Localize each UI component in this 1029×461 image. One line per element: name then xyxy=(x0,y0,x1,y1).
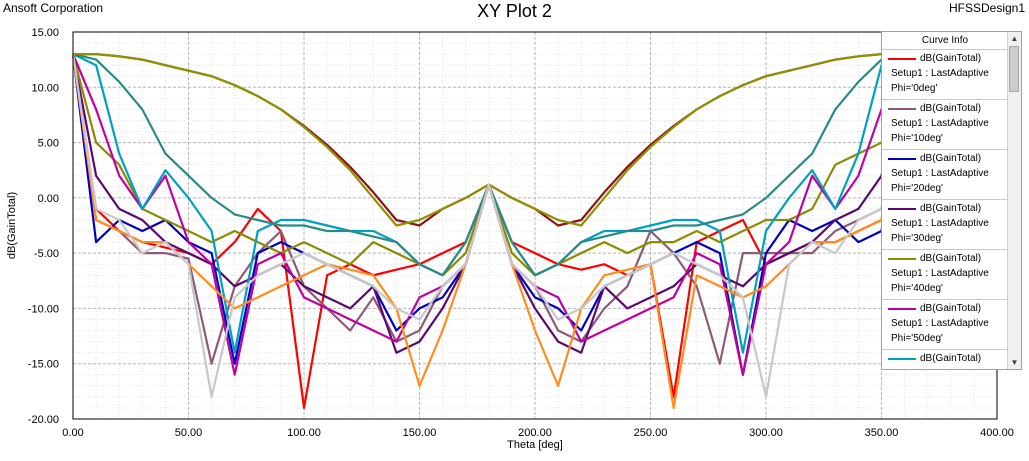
legend-swatch xyxy=(888,208,916,210)
design-label: HFSSDesign1 xyxy=(948,1,1025,15)
x-tick-label: 400.00 xyxy=(980,427,1014,439)
y-tick-label: -10.00 xyxy=(28,303,59,315)
legend-entry[interactable]: dB(GainTotal) Setup1 : LastAdaptive Phi='4… xyxy=(882,250,1008,300)
y-tick-label: 5.00 xyxy=(38,138,59,150)
series-line[interactable] xyxy=(71,53,906,398)
legend-text-l3: Phi='30deg' xyxy=(891,233,943,244)
series-line[interactable] xyxy=(73,52,905,227)
legend-text-l2: Setup1 : LastAdaptive xyxy=(891,168,989,179)
legend-text-l1: dB(GainTotal) xyxy=(920,53,982,64)
x-tick-label: 300.00 xyxy=(749,427,783,439)
legend-text-l1: dB(GainTotal) xyxy=(920,303,982,314)
x-tick-label: 150.00 xyxy=(403,427,437,439)
scroll-down-arrow-icon[interactable]: ▼ xyxy=(1010,358,1019,367)
legend-text-l1: dB(GainTotal) xyxy=(920,253,982,264)
legend-swatch xyxy=(888,158,916,160)
legend-text-l2: Setup1 : LastAdaptive xyxy=(891,268,989,279)
legend-entry[interactable]: dB(GainTotal) Setup1 : LastAdaptive Phi='5… xyxy=(882,300,1008,350)
scroll-up-arrow-icon[interactable]: ▲ xyxy=(1010,34,1019,43)
chart-title: XY Plot 2 xyxy=(477,1,552,21)
x-tick-label: 0.00 xyxy=(62,427,83,439)
legend-swatch xyxy=(888,308,916,310)
legend-text-l1: dB(GainTotal) xyxy=(920,103,982,114)
legend-swatch xyxy=(888,358,916,360)
legend-title: Curve Info xyxy=(882,32,1008,50)
legend-swatch xyxy=(888,108,916,110)
y-tick-label: -5.00 xyxy=(34,248,59,260)
legend-swatch xyxy=(888,58,916,60)
series-line[interactable] xyxy=(73,52,905,227)
scroll-thumb[interactable] xyxy=(1009,46,1019,92)
legend-text-l3: Phi='50deg' xyxy=(891,333,943,344)
legend-text-l3: Phi='40deg' xyxy=(891,283,943,294)
legend-text-l2: Setup1 : LastAdaptive xyxy=(891,318,989,329)
legend-text-l2: Setup1 : LastAdaptive xyxy=(891,68,989,79)
legend-text-l3: Phi='10deg' xyxy=(891,133,943,144)
y-tick-label: 15.00 xyxy=(31,27,59,39)
legend-text-l3: Phi='20deg' xyxy=(891,183,943,194)
x-tick-label: 350.00 xyxy=(865,427,899,439)
legend-text-l1: dB(GainTotal) xyxy=(920,203,982,214)
curve-info-legend[interactable]: Curve Info dB(GainTotal) Setup1 : LastAda… xyxy=(881,31,1022,370)
y-tick-label: -15.00 xyxy=(28,359,59,371)
legend-text-l3: Phi='0deg' xyxy=(891,83,938,94)
legend-scrollbar[interactable]: ▲ ▼ xyxy=(1007,32,1021,369)
y-axis-label: dB(GainTotal) xyxy=(6,192,18,259)
x-axis-label: Theta [deg] xyxy=(507,439,563,451)
x-tick-label: 250.00 xyxy=(634,427,668,439)
legend-text-l2: Setup1 : LastAdaptive xyxy=(891,218,989,229)
legend-text-l1: dB(GainTotal) xyxy=(920,353,982,364)
legend-entry[interactable]: dB(GainTotal) Setup1 : LastAdaptive Phi='3… xyxy=(882,200,1008,250)
y-tick-label: 10.00 xyxy=(31,82,59,94)
legend-swatch xyxy=(888,258,916,260)
legend-text-l1: dB(GainTotal) xyxy=(920,153,982,164)
x-tick-label: 50.00 xyxy=(175,427,203,439)
legend-entry[interactable]: dB(GainTotal) Setup1 : LastAdaptive Phi='0… xyxy=(882,50,1008,100)
company-label: Ansoft Corporation xyxy=(3,1,104,15)
legend-text-l2: Setup1 : LastAdaptive xyxy=(891,118,989,129)
legend-entry[interactable]: dB(GainTotal) Setup1 : LastAdaptive Phi='1… xyxy=(882,100,1008,150)
y-tick-label: 0.00 xyxy=(38,193,59,205)
x-tick-label: 200.00 xyxy=(518,427,552,439)
legend-entry[interactable]: dB(GainTotal) xyxy=(882,350,1008,369)
y-tick-label: -20.00 xyxy=(28,414,59,426)
legend-entry[interactable]: dB(GainTotal) Setup1 : LastAdaptive Phi='2… xyxy=(882,150,1008,200)
x-tick-label: 100.00 xyxy=(287,427,321,439)
